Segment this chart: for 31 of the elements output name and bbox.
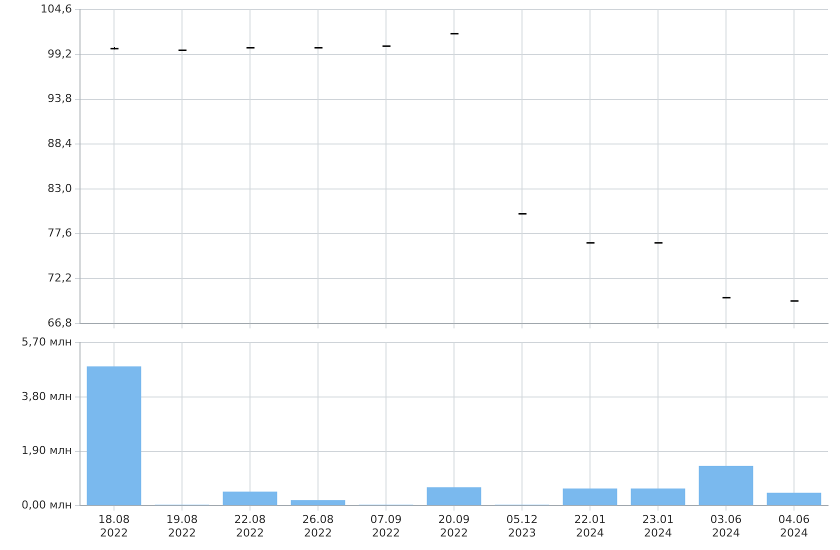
y-tick-label: 83,0 (48, 182, 72, 195)
y-tick-label: 5,70 млн (21, 335, 72, 348)
y-tick-label: 93,8 (48, 92, 72, 106)
bar (222, 492, 278, 506)
y-tick-label: 66,8 (48, 316, 72, 330)
bar (630, 488, 686, 506)
x-tick-label: 04.06 2024 (778, 513, 810, 540)
x-tick-label: 19.08 2022 (166, 513, 198, 540)
y-tick-label: 77,6 (48, 226, 72, 240)
bar (86, 366, 142, 506)
y-tick-label: 104,6 (40, 2, 72, 16)
bar (766, 492, 822, 506)
y-tick-label: 1,90 млн (21, 444, 72, 458)
bar (698, 466, 754, 506)
x-tick-label: 05.12 2023 (506, 513, 538, 540)
y-tick-label: 0,00 млн (21, 498, 72, 512)
bar (562, 488, 618, 506)
y-tick-label: 72,2 (48, 271, 72, 284)
y-tick-label: 88,4 (48, 136, 72, 150)
y-tick-label: 3,80 млн (21, 390, 72, 403)
x-tick-label: 22.08 2022 (234, 513, 266, 540)
x-tick-label: 03.06 2024 (710, 513, 742, 540)
x-tick-label: 20.09 2022 (438, 513, 470, 540)
bar (290, 500, 346, 506)
x-tick-label: 07.09 2022 (370, 513, 402, 540)
x-tick-label: 22.01 2024 (574, 513, 606, 540)
bar (426, 487, 482, 506)
x-tick-label: 23.01 2024 (642, 513, 674, 540)
x-tick-label: 18.08 2022 (98, 513, 130, 540)
y-tick-label: 99,2 (48, 47, 72, 60)
x-tick-label: 26.08 2022 (302, 513, 334, 540)
